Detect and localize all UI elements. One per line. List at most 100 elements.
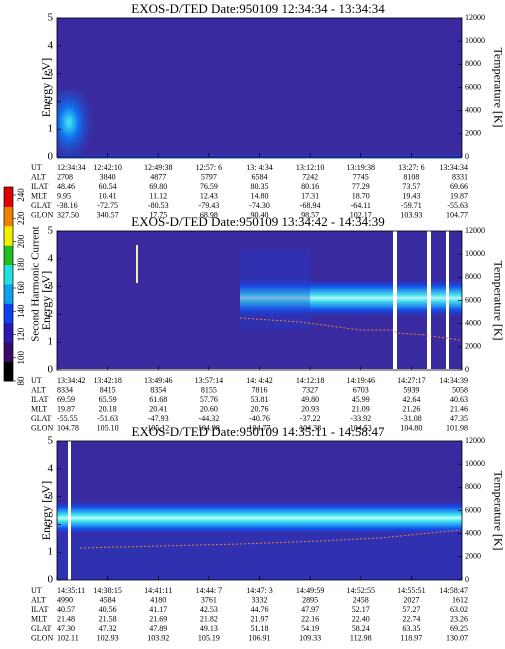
y2-tick-label: 12000 xyxy=(465,226,485,235)
ephemeris-value: 4877 xyxy=(150,172,166,181)
colorbar-tick-label: 140 xyxy=(16,304,26,318)
ephemeris-value: 47.30 xyxy=(57,624,75,633)
ephemeris-value: 63.02 xyxy=(450,605,468,614)
ephemeris-value: 69.25 xyxy=(450,624,468,633)
ephemeris-value: 76.59 xyxy=(200,182,218,191)
colorbar-frame xyxy=(3,186,14,382)
ephemeris-value: 12:42:10 xyxy=(93,163,121,172)
ephemeris-value: -31.08 xyxy=(401,414,422,423)
y-tick-label: 2 xyxy=(48,308,54,320)
colorbar-tick-label: 180 xyxy=(16,258,26,272)
spectrogram-2 xyxy=(57,231,462,369)
y-tick-label: 1 xyxy=(48,336,54,348)
ephemeris-value: 8155 xyxy=(201,385,217,394)
ephemeris-value: -40.76 xyxy=(249,414,270,423)
y-tick-label: 4 xyxy=(48,39,54,51)
y2-tick-label: 10000 xyxy=(465,459,485,468)
ephemeris-value: 8334 xyxy=(57,385,73,394)
ephemeris-label: GLON xyxy=(31,423,53,432)
ephemeris-value: -68.94 xyxy=(300,201,321,210)
ephemeris-value: 52.17 xyxy=(352,605,370,614)
y2-axis-label: Temperature [K] xyxy=(491,470,505,550)
colorbar-tick-label: 80 xyxy=(16,376,26,386)
ephemeris-value: 20.76 xyxy=(251,404,269,413)
ephemeris-value: 98.57 xyxy=(301,210,319,219)
ephemeris-value: 14:52:55 xyxy=(347,586,375,595)
ephemeris-value: 22.40 xyxy=(352,614,370,623)
ephemeris-value: 8354 xyxy=(150,385,166,394)
ephemeris-label: GLAT xyxy=(31,414,52,423)
ephemeris-value: 47.89 xyxy=(149,624,167,633)
ephemeris-value: 105.12 xyxy=(147,423,169,432)
ephemeris-value: 105.10 xyxy=(97,423,119,432)
ephemeris-value: 12:57: 6 xyxy=(196,163,222,172)
ephemeris-value: 69.80 xyxy=(149,182,167,191)
ephemeris-value: 65.59 xyxy=(99,395,117,404)
ephemeris-value: 63.35 xyxy=(402,624,420,633)
colorbar-swatch xyxy=(4,361,13,382)
ephemeris-value: 11.12 xyxy=(149,191,167,200)
ephemeris-value: 14:44: 7 xyxy=(196,586,222,595)
panel: EXOS-D/TED Date:950109 14:35:11 - 14:58:… xyxy=(31,424,505,642)
colorbar-tick-label: 240 xyxy=(16,188,26,202)
ephemeris-value: 54.19 xyxy=(301,624,319,633)
ephemeris-value: -38.16 xyxy=(57,201,78,210)
ephemeris-value: 20.93 xyxy=(301,404,319,413)
ephemeris-value: 21.46 xyxy=(450,404,468,413)
ephemeris-label: ALT xyxy=(31,595,46,604)
ephemeris-label: GLON xyxy=(31,633,53,642)
ephemeris-value: 14:58:47 xyxy=(440,586,468,595)
ephemeris-value: 48.46 xyxy=(57,182,75,191)
y2-tick-label: 2000 xyxy=(465,342,481,351)
y-tick-label: 3 xyxy=(48,67,54,79)
colorbar-tick-label: 120 xyxy=(16,327,26,341)
ephemeris-value: 4584 xyxy=(100,595,116,604)
colorbar-tick-label: 200 xyxy=(16,234,26,248)
y2-tick-label: 2000 xyxy=(465,552,481,561)
ephemeris-value: 104.80 xyxy=(400,423,422,432)
ephemeris-label: ALT xyxy=(31,172,46,181)
y-tick-label: 4 xyxy=(48,252,54,264)
ephemeris-value: 14:47: 3 xyxy=(246,586,272,595)
ephemeris-value: 8331 xyxy=(452,172,468,181)
ephemeris-value: 19.87 xyxy=(450,191,468,200)
ephemeris-value: 17.31 xyxy=(301,191,319,200)
ephemeris-label: MLT xyxy=(31,614,47,623)
ephemeris-label: UT xyxy=(31,376,42,385)
ephemeris-label: ILAT xyxy=(31,182,48,191)
ephemeris-value: 14:12:18 xyxy=(296,376,324,385)
ephemeris-value: 104.98 xyxy=(198,423,220,432)
y2-tick-label: 6000 xyxy=(465,295,481,304)
ephemeris-value: -37.22 xyxy=(300,414,321,423)
y-tick-label: 0 xyxy=(48,364,54,376)
ephemeris-value: 2895 xyxy=(302,595,318,604)
ephemeris-value: 21.09 xyxy=(352,404,370,413)
ephemeris-value: 14:34:39 xyxy=(440,376,468,385)
ephemeris-value: 40.56 xyxy=(99,605,117,614)
ephemeris-value: 7242 xyxy=(302,172,318,181)
ephemeris-value: 14:38:15 xyxy=(93,586,121,595)
ephemeris-value: 20.60 xyxy=(200,404,218,413)
ephemeris-value: 104.77 xyxy=(446,210,468,219)
ephemeris-value: 44.76 xyxy=(251,605,269,614)
ephemeris-value: 42.53 xyxy=(200,605,218,614)
panel: EXOS-D/TED Date:950109 13:34:42 - 14:34:… xyxy=(31,214,505,432)
ephemeris-value: 80.35 xyxy=(251,182,269,191)
y-tick-label: 3 xyxy=(48,280,54,292)
y2-tick-label: 2000 xyxy=(465,129,481,138)
ephemeris-label: GLAT xyxy=(31,624,52,633)
y-tick-label: 1 xyxy=(48,546,54,558)
ephemeris-value: 21.58 xyxy=(99,614,117,623)
colorbar-swatch xyxy=(4,206,13,227)
y-tick-label: 2 xyxy=(48,518,54,530)
y-axis-label: Energy [eV] xyxy=(39,481,53,540)
ephemeris-value: 104.53 xyxy=(350,423,372,432)
y2-axis-label: Temperature [K] xyxy=(491,47,505,127)
ephemeris-value: 21.69 xyxy=(149,614,167,623)
ephemeris-value: 5797 xyxy=(201,172,217,181)
ephemeris-value: 102.11 xyxy=(57,633,79,642)
y-tick-label: 5 xyxy=(48,12,54,24)
y-tick-label: 3 xyxy=(48,490,54,502)
y-tick-label: 5 xyxy=(48,225,54,237)
ephemeris-value: 22.74 xyxy=(402,614,420,623)
